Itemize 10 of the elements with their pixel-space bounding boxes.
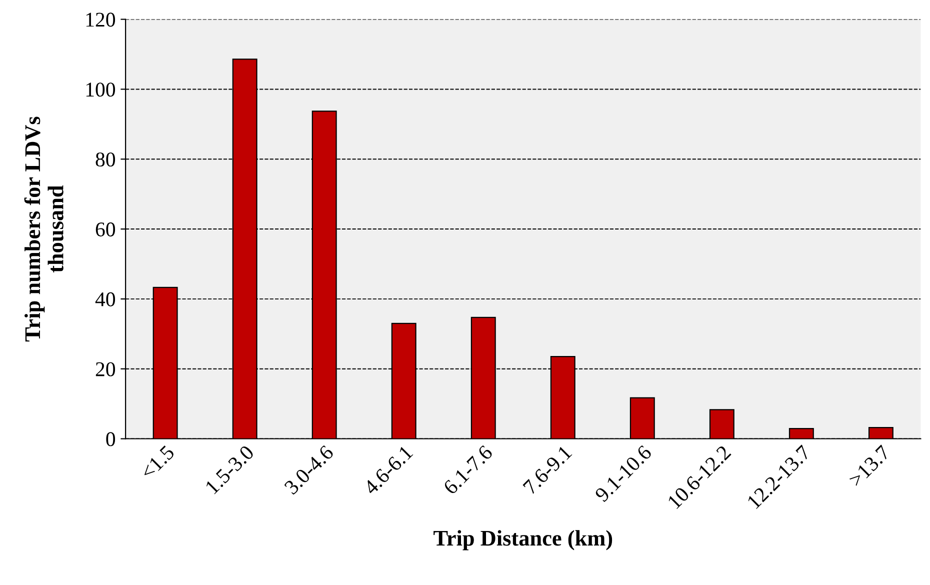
- y-tick-label: 0: [106, 432, 116, 446]
- y-axis-title: Trip numbers for LDVs thousand: [24, 116, 64, 342]
- y-tick-label: 60: [96, 222, 116, 236]
- y-tick-label: 80: [96, 152, 116, 167]
- x-tick-label: <1.5: [140, 444, 176, 480]
- y-tick-label: 20: [96, 362, 116, 376]
- y-tick-label: 120: [86, 12, 116, 27]
- y-tick-label: 100: [86, 82, 116, 97]
- x-axis-title: Trip Distance (km): [434, 530, 612, 550]
- y-tick-label: 40: [95, 292, 116, 306]
